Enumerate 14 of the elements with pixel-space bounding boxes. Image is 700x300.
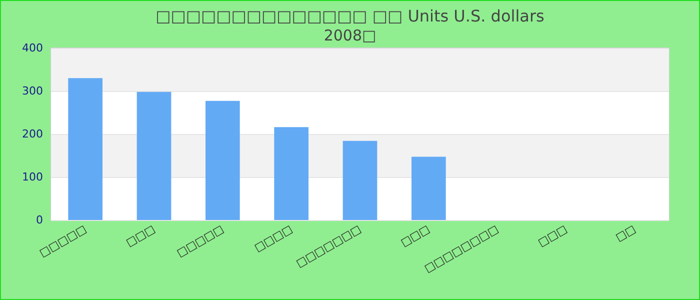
y-tick-label: 400 bbox=[22, 42, 43, 54]
y-tick-label: 300 bbox=[22, 84, 43, 98]
y-tick-label: 100 bbox=[22, 170, 43, 184]
chart-subtitle: 2008□ bbox=[324, 26, 376, 44]
chart-title: □□□□□□□□□□□□□□ □□ Units U.S. dollars bbox=[156, 6, 544, 26]
bar bbox=[136, 92, 172, 220]
y-tick-label: 0 bbox=[36, 214, 43, 226]
x-tick-label: □□ bbox=[613, 222, 638, 244]
bar bbox=[274, 127, 308, 220]
bar bbox=[68, 78, 102, 220]
bar bbox=[342, 140, 378, 220]
y-tick-label: 200 bbox=[22, 128, 43, 140]
bar bbox=[206, 100, 240, 220]
bar bbox=[412, 156, 446, 220]
